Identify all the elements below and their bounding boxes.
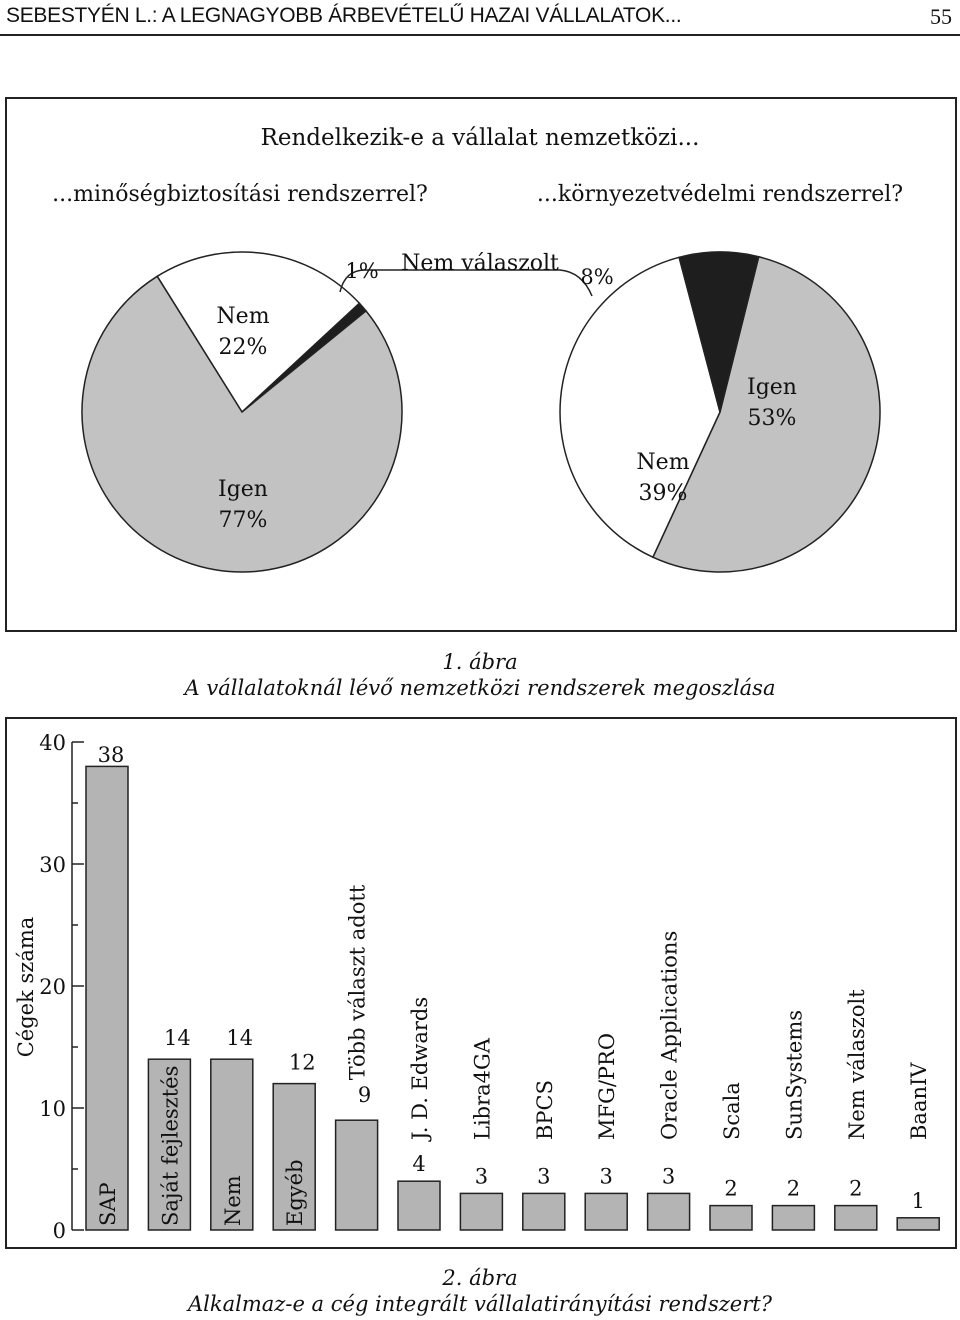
figure-2-caption-number: 2. ábra <box>442 1266 518 1290</box>
running-title: SEBESTYÉN L.: A LEGNAGYOBB ÁRBEVÉTELŰ HA… <box>6 4 682 27</box>
pie-2-igen-value: 53% <box>748 406 797 431</box>
bar-value-label: 38 <box>98 743 125 767</box>
y-tick-label: 30 <box>39 853 66 877</box>
pie-2-slice-igen <box>651 255 881 573</box>
bar-value-label: 3 <box>475 1164 488 1188</box>
pie-1-title: ...minőségbiztosítási rendszerrel? <box>52 182 428 207</box>
bar <box>210 1058 254 1231</box>
pie-2-title: ...környezetvédelmi rendszerrel? <box>537 182 903 207</box>
pie-2-nem-label: Nem <box>636 450 689 475</box>
bar <box>522 1192 566 1231</box>
bar-value-label: 3 <box>662 1164 675 1188</box>
pie-chart-quality <box>81 251 403 573</box>
bar <box>709 1204 753 1231</box>
bar-value-label: 2 <box>787 1177 800 1201</box>
bar <box>896 1217 940 1231</box>
bar-category-label: Scala <box>720 1082 744 1140</box>
pie-2-slice-nem <box>559 256 721 559</box>
bar-value-label: 4 <box>412 1152 425 1176</box>
bar-category-label: MFG/PRO <box>595 1033 619 1140</box>
figure-2-caption-text: Alkalmaz-e a cég integrált vállalatirány… <box>188 1292 772 1316</box>
pie-1-slice-igen <box>81 275 403 573</box>
bar-value-label: 1 <box>912 1189 925 1213</box>
bar-value-label: 3 <box>537 1164 550 1188</box>
bar <box>834 1204 878 1231</box>
no-answer-label: Nem válaszolt <box>401 251 559 276</box>
bar-category-label: Nem <box>221 1175 245 1226</box>
bar-category-label: BaanIV <box>907 1062 931 1140</box>
y-tick-label: 40 <box>39 731 66 755</box>
no-answer-connector <box>339 269 593 297</box>
bar <box>272 1082 316 1231</box>
bar <box>147 1058 192 1231</box>
y-axis-label: Cégek száma <box>14 917 38 1058</box>
bar-category-label: Saját fejlesztés <box>158 1066 182 1226</box>
bar-value-label: 12 <box>289 1051 316 1075</box>
figure-1-title: Rendelkezik-e a vállalat nemzetközi... <box>261 125 700 151</box>
bar-value-label: 9 <box>358 1083 371 1107</box>
page-header: SEBESTYÉN L.: A LEGNAGYOBB ÁRBEVÉTELŰ HA… <box>0 0 960 36</box>
bar-category-label: Több választ adott <box>346 884 370 1080</box>
figure-1-pie-charts: Rendelkezik-e a vállalat nemzetközi... .… <box>5 97 957 632</box>
bar <box>459 1192 504 1231</box>
bar <box>646 1192 691 1231</box>
bar-value-label: 14 <box>226 1026 253 1050</box>
bar-value-label: 2 <box>849 1177 862 1201</box>
bar-value-label: 3 <box>600 1164 613 1188</box>
pie-1-igen-label: Igen <box>218 477 268 502</box>
figure-1-frame <box>5 97 957 632</box>
pie-1-slice-nem <box>156 251 361 414</box>
y-tick-label: 20 <box>39 975 66 999</box>
bar-category-label: Libra4GA <box>470 1037 494 1140</box>
bar-category-label: BPCS <box>533 1080 557 1140</box>
y-axis-ticks: 0 10 20 30 40 <box>39 731 84 1243</box>
bar-category-label: Nem válaszolt <box>845 989 869 1140</box>
bar-category-label: Oracle Applications <box>658 931 682 1140</box>
pie-2-no-answer-value: 8% <box>580 265 613 289</box>
bar <box>397 1180 441 1231</box>
pie-1-nem-value: 22% <box>219 335 268 360</box>
bar <box>85 765 129 1231</box>
pie-1-no-answer-value: 1% <box>345 259 378 283</box>
bar-category-label: SAP <box>96 1182 120 1226</box>
bar-value-label: 14 <box>164 1026 191 1050</box>
bar <box>771 1204 816 1231</box>
figure-1-caption-text: A vállalatoknál lévő nemzetközi rendszer… <box>184 676 776 700</box>
y-tick-label: 0 <box>53 1219 66 1243</box>
figure-2-frame <box>5 717 957 1249</box>
bar-value-label: 2 <box>724 1177 737 1201</box>
figure-1-caption-number: 1. ábra <box>442 650 518 674</box>
pie-chart-environment <box>559 251 881 573</box>
pie-2-slice-no-answer <box>678 251 760 413</box>
y-tick-label: 10 <box>39 1097 66 1121</box>
page-number: 55 <box>930 4 952 29</box>
bar-category-label: Egyéb <box>283 1159 307 1226</box>
pie-1-nem-label: Nem <box>216 304 269 329</box>
bar <box>334 1119 379 1231</box>
pie-2-igen-label: Igen <box>747 375 797 400</box>
pie-2-nem-value: 39% <box>639 481 688 506</box>
pie-1-igen-value: 77% <box>219 508 268 533</box>
bar <box>584 1192 628 1231</box>
bar-category-label: J. D. Edwards <box>408 997 432 1142</box>
bar-category-label: SunSystems <box>782 1010 806 1140</box>
